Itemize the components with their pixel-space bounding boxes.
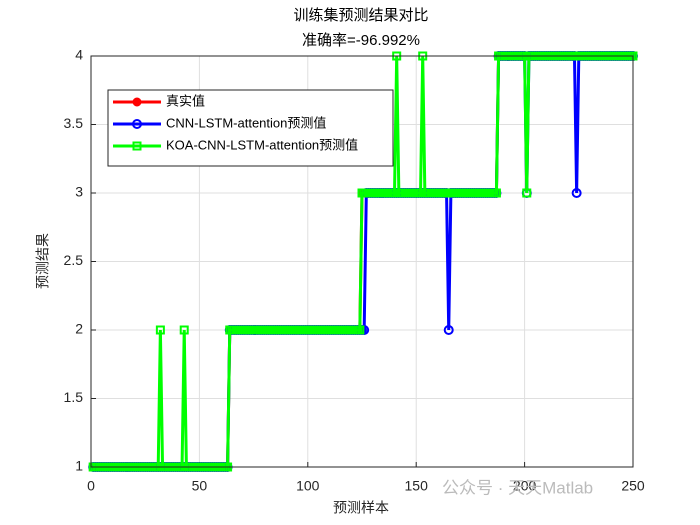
marker <box>132 141 142 151</box>
axes-frame <box>90 55 634 468</box>
chart-subtitle: 准确率=-96.992% <box>302 32 420 49</box>
y-tick-label: 1.5 <box>64 389 84 405</box>
marker <box>522 188 532 198</box>
y-tick-label: 4 <box>75 47 83 63</box>
marker <box>179 325 189 335</box>
marker <box>132 119 142 129</box>
x-tick-label: 150 <box>405 478 429 494</box>
marker <box>571 188 582 198</box>
watermark: 公众号 · 天天Matlab <box>442 478 593 497</box>
y-tick-label: 2 <box>75 321 83 337</box>
x-tick-label: 250 <box>621 478 645 494</box>
x-axis-label: 预测样本 <box>333 500 389 516</box>
chart-title: 训练集预测结果对比 <box>293 7 428 24</box>
y-tick-label: 2.5 <box>64 252 84 268</box>
x-tick-label: 0 <box>87 478 95 494</box>
legend-label: 真实值 <box>166 93 205 108</box>
marker <box>355 325 365 335</box>
y-tick-label: 1 <box>75 458 83 474</box>
marker <box>443 325 454 335</box>
y-axis-label: 预测结果 <box>35 233 51 289</box>
x-tick-label: 200 <box>513 478 537 494</box>
marker <box>491 188 501 198</box>
y-tick-label: 3.5 <box>64 115 84 131</box>
plot-area: 0 50 100 150 200 250 1 1.5 2 2.5 3 3.5 4 真实值 CNN-LSTM-… <box>64 47 645 494</box>
x-tick-label: 100 <box>296 478 320 494</box>
legend-label: KOA-CNN-LSTM-attention预测值 <box>166 137 358 152</box>
y-tick-label: 3 <box>75 184 83 200</box>
legend-label: CNN-LSTM-attention预测值 <box>166 115 326 130</box>
marker <box>155 325 165 335</box>
marker <box>132 97 142 107</box>
x-tick-label: 50 <box>192 478 208 494</box>
legend: 真实值 CNN-LSTM-attention预测值 KOA-CNN-LSTM-att… <box>107 89 394 167</box>
